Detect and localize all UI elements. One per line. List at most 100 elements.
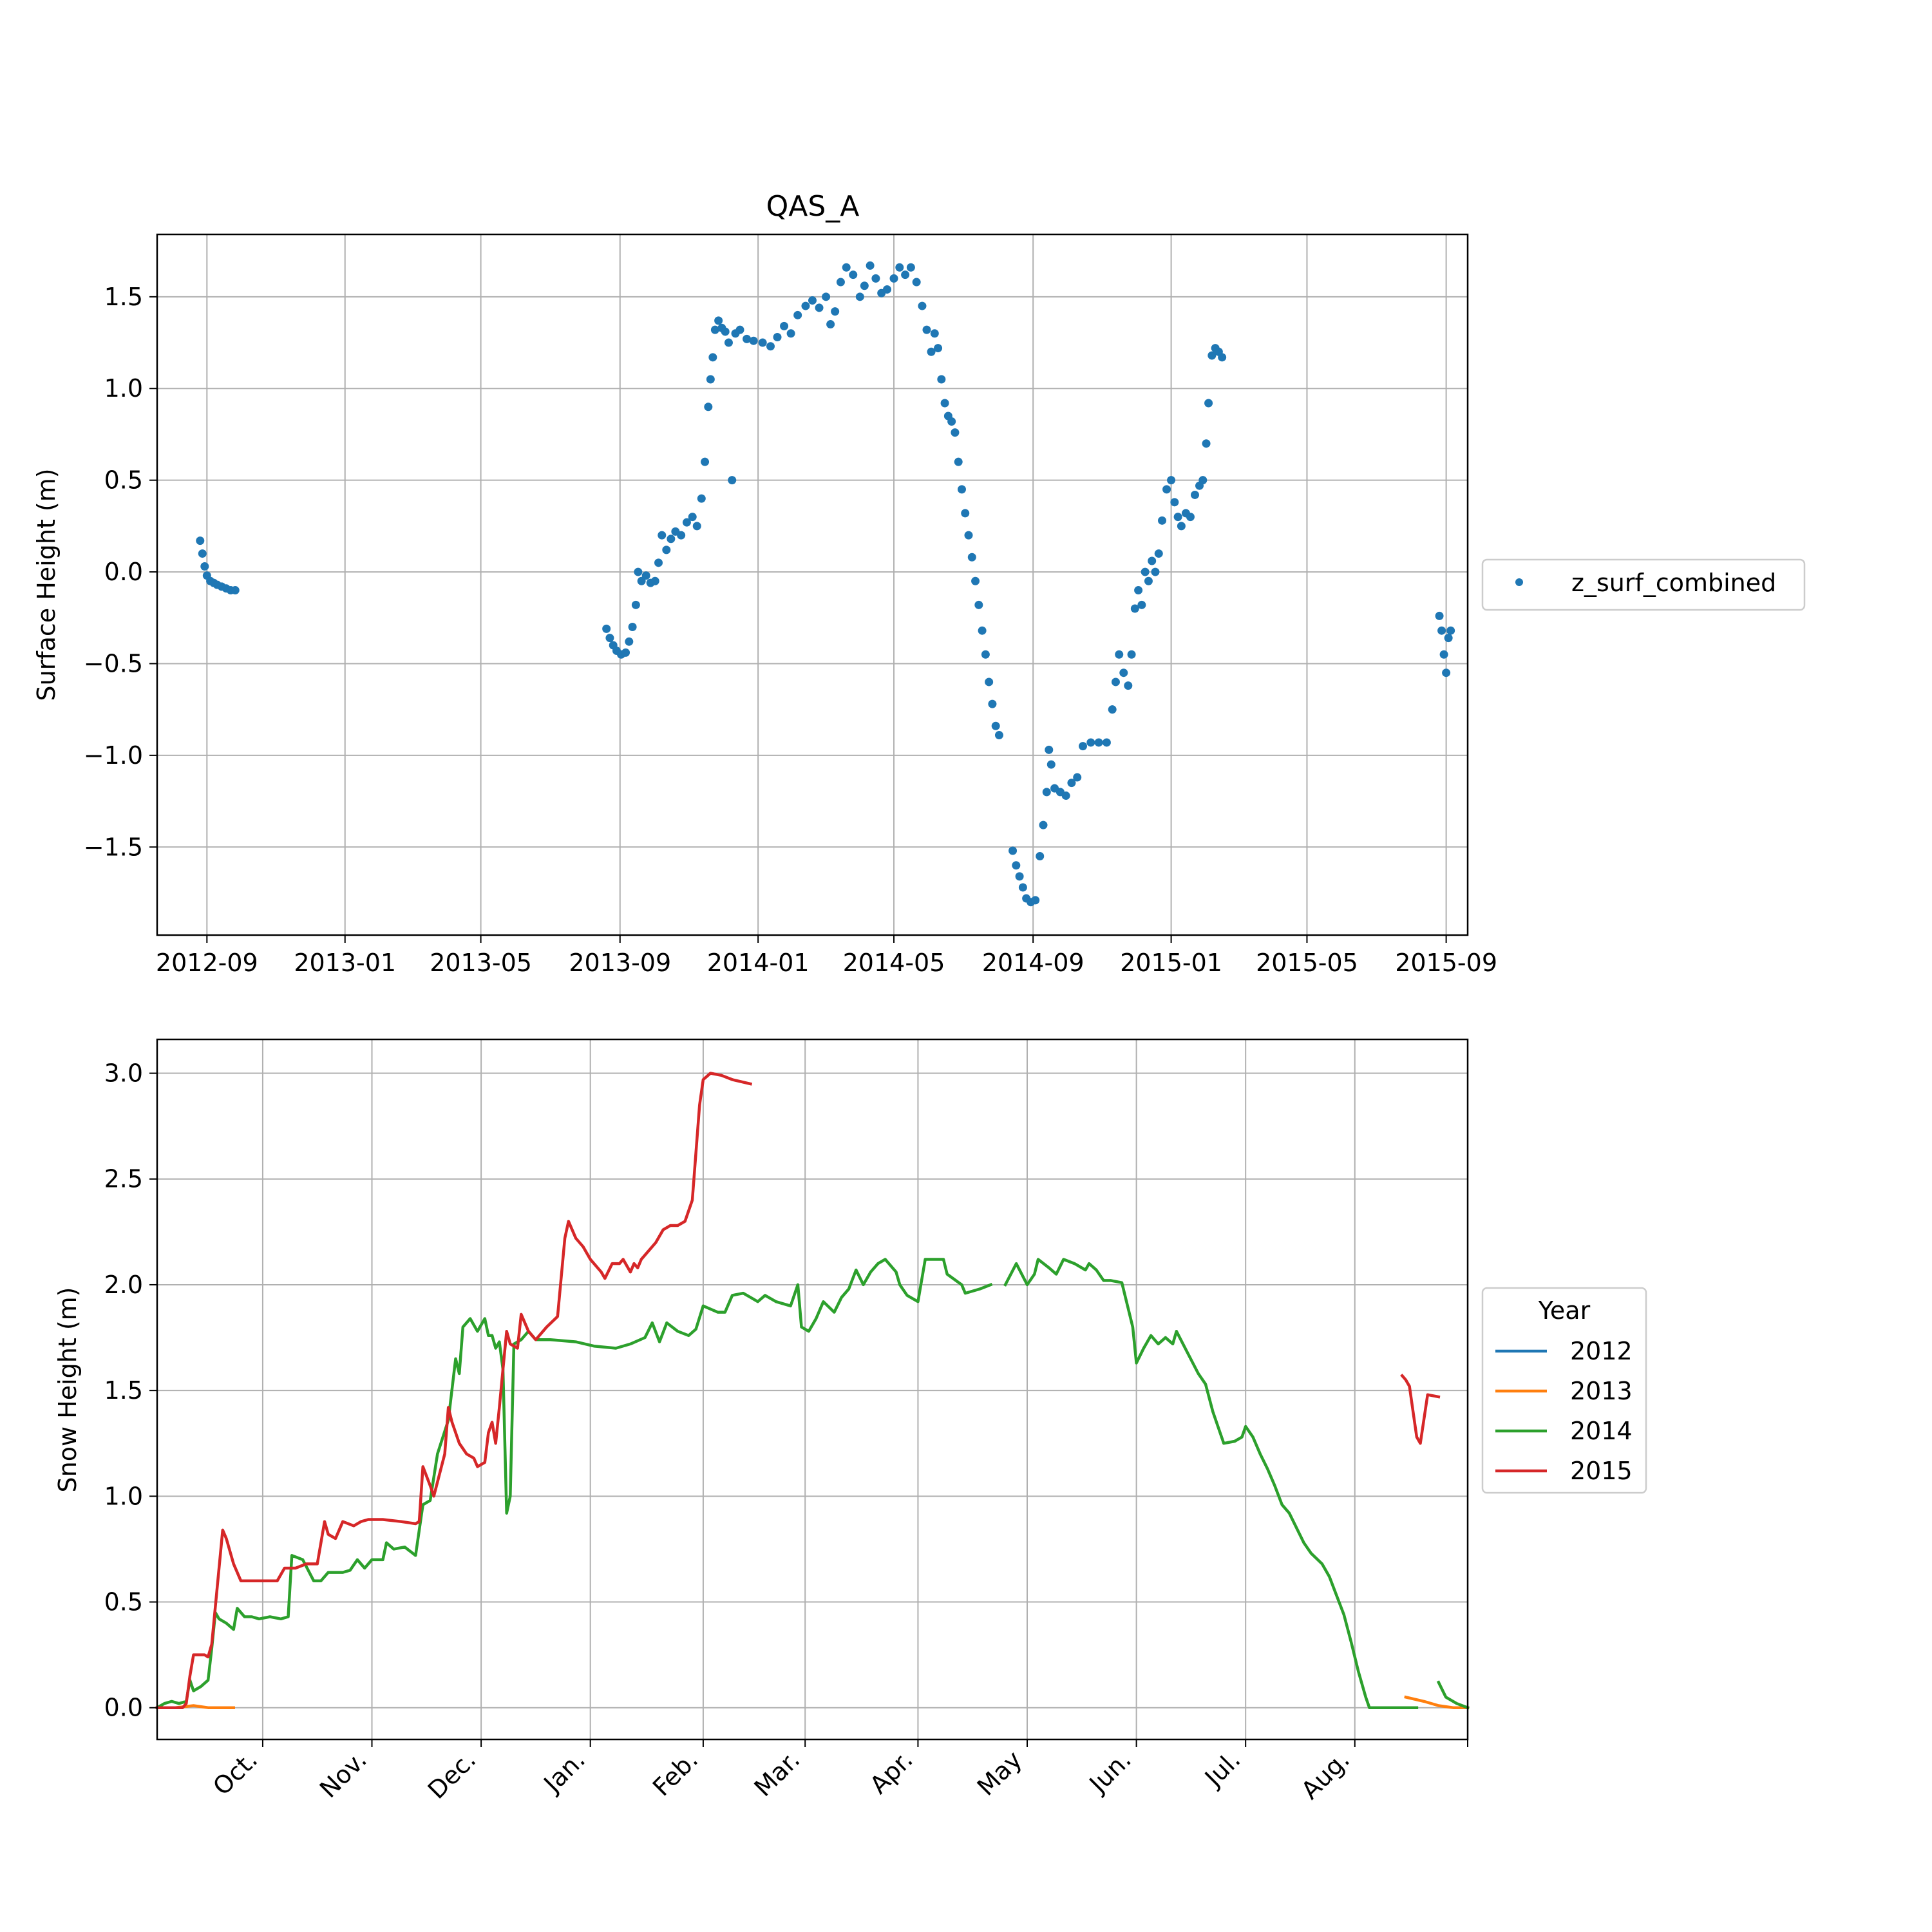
surface-legend-box	[1481, 558, 1806, 611]
surface-legend-label: z_surf_combined	[1571, 569, 1776, 597]
series-line-2015	[155, 1072, 753, 1709]
surface-plot-frame	[156, 233, 1469, 936]
data-point	[1173, 513, 1182, 522]
snow-plot-frame	[156, 1038, 1469, 1741]
data-point	[1190, 490, 1199, 499]
y-tick-label: 0.5	[104, 1588, 143, 1616]
surface-y-axis: −1.5 −1.0 −0.5 0.0 0.5 1.0 1.5	[84, 283, 157, 861]
data-point	[1186, 513, 1195, 522]
data-point	[641, 571, 650, 580]
data-point	[1115, 650, 1124, 659]
data-point	[1073, 773, 1082, 782]
x-tick-label: 2015-05	[1256, 949, 1358, 977]
data-point	[621, 648, 630, 657]
data-point	[808, 296, 817, 305]
data-point	[1148, 556, 1157, 565]
data-point	[1045, 745, 1054, 754]
data-point	[822, 292, 831, 301]
y-tick-label: 0.0	[104, 558, 143, 586]
data-point	[1208, 351, 1217, 360]
data-point	[1442, 668, 1451, 677]
data-point	[1134, 586, 1143, 595]
data-point	[786, 329, 795, 338]
data-point	[1067, 779, 1076, 788]
data-point	[628, 623, 637, 632]
data-point	[1170, 498, 1179, 507]
y-tick-label: 1.5	[104, 283, 143, 311]
data-point	[1036, 852, 1045, 861]
data-point	[1111, 677, 1120, 687]
snow-y-axis-label: Snow Height (m)	[53, 1287, 82, 1493]
data-point	[1435, 611, 1444, 620]
data-point	[706, 375, 715, 384]
y-tick-label: 2.0	[104, 1271, 143, 1299]
data-point	[967, 553, 976, 562]
series-line-2014	[155, 1258, 993, 1710]
legend-label: 2012	[1570, 1337, 1633, 1365]
data-point	[1439, 650, 1448, 659]
data-point	[773, 332, 782, 341]
data-point	[937, 375, 946, 384]
data-point	[625, 637, 634, 646]
data-point	[889, 274, 898, 283]
y-tick-label: 3.0	[104, 1059, 143, 1088]
data-point	[1086, 738, 1095, 747]
data-point	[704, 402, 713, 412]
x-tick-label: 2014-09	[982, 949, 1084, 977]
data-point	[882, 285, 891, 294]
y-tick-label: 2.5	[104, 1165, 143, 1193]
data-point	[1012, 861, 1021, 870]
data-point	[1039, 820, 1048, 829]
data-point	[954, 457, 963, 466]
series-line-2015	[1400, 1374, 1441, 1445]
data-point	[714, 316, 723, 325]
y-tick-label: −1.5	[84, 833, 143, 861]
data-point	[1042, 788, 1051, 797]
data-point	[826, 320, 835, 329]
data-point	[895, 263, 904, 272]
snow-y-axis: 0.0 0.5 1.0 1.5 2.0 2.5 3.0	[104, 1059, 157, 1722]
data-point	[1127, 650, 1136, 659]
data-point	[200, 562, 209, 571]
data-point	[922, 325, 931, 334]
data-point	[1218, 353, 1227, 362]
data-point	[780, 321, 789, 330]
data-point	[1018, 883, 1027, 892]
data-point	[901, 270, 910, 279]
data-point	[974, 600, 983, 609]
data-point	[605, 634, 614, 643]
data-point	[871, 274, 880, 283]
data-point	[662, 545, 671, 554]
data-point	[735, 325, 744, 334]
snow-legend-title: Year	[1538, 1296, 1591, 1325]
x-tick-label: 2014-05	[843, 949, 945, 977]
data-point	[1061, 791, 1070, 800]
data-point	[634, 567, 643, 576]
data-point	[766, 342, 775, 351]
data-point	[991, 721, 1000, 730]
data-point	[930, 329, 939, 338]
surface-height-panel: QAS_A 2012-09 2013-01 2013-05 2013-09 2014-0…	[32, 190, 1806, 977]
data-point	[1158, 516, 1167, 525]
data-point	[988, 699, 997, 708]
data-point	[1198, 476, 1208, 485]
data-point	[701, 457, 710, 466]
data-point	[728, 476, 737, 485]
data-point	[692, 522, 701, 531]
data-point	[1094, 738, 1103, 747]
data-point	[688, 513, 697, 522]
y-tick-label: −0.5	[84, 649, 143, 677]
data-point	[721, 327, 730, 336]
data-point	[682, 518, 691, 527]
data-point	[1119, 668, 1128, 677]
data-point	[815, 303, 824, 312]
data-point	[855, 292, 864, 301]
data-point	[1444, 634, 1453, 643]
surface-legend-marker	[1515, 578, 1523, 586]
data-point	[1446, 626, 1455, 635]
data-point	[650, 576, 659, 585]
data-point	[631, 600, 640, 609]
data-point	[978, 626, 987, 635]
